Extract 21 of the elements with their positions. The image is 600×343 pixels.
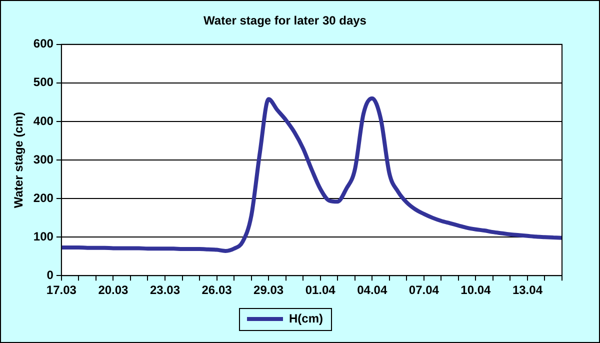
x-tick-label: 10.04	[460, 283, 492, 298]
x-tick-label: 04.04	[357, 283, 388, 298]
x-tick-label: 23.03	[150, 283, 180, 298]
x-tick-label: 13.04	[512, 283, 543, 298]
x-tick-label: 26.03	[202, 283, 232, 298]
y-axis-title: Water stage (cm)	[12, 112, 26, 208]
x-tick-label: 29.03	[254, 283, 284, 298]
chart-title: Water stage for later 30 days	[204, 14, 367, 28]
line-series	[59, 96, 564, 253]
x-tick-label: 20.03	[98, 283, 129, 298]
legend-label: H(cm)	[289, 311, 324, 326]
x-tick-label: 07.04	[408, 283, 440, 298]
y-tick-label: 600	[33, 36, 54, 51]
y-tick-label: 500	[33, 75, 54, 90]
y-tick-label: 0	[46, 268, 54, 282]
x-tick-label: 17.03	[46, 283, 77, 298]
y-tick-label: 200	[33, 190, 54, 205]
y-tick-label: 100	[33, 229, 54, 244]
y-tick-label: 400	[33, 114, 54, 128]
x-tick-label: 01.04	[305, 283, 336, 298]
y-tick-label: 300	[33, 152, 54, 166]
